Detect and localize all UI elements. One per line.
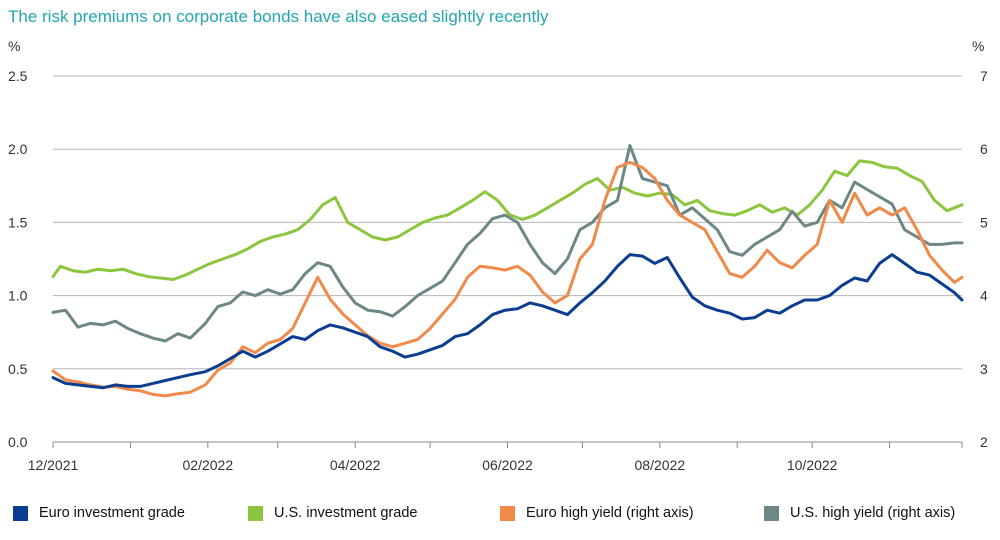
x-tick-label: 10/2022 (787, 457, 838, 473)
legend-swatch (13, 506, 28, 521)
x-tick-label: 02/2022 (183, 457, 234, 473)
legend-item: U.S. high yield (right axis) (764, 505, 955, 521)
legend-swatch (500, 506, 515, 521)
y2-tick-label: 3 (980, 361, 988, 377)
y2-tick-label: 4 (980, 288, 988, 304)
y-tick-label: 1.0 (8, 288, 28, 304)
series-line-euro-high-yield-right-axis (53, 162, 962, 396)
y-tick-label: 1.5 (8, 214, 28, 230)
legend-swatch (248, 506, 263, 521)
line-chart: 0.0 0.5 1.0 1.5 2.0 2.5 2 3 4 5 6 7 12/2021 02/2022 04… (0, 0, 1000, 500)
x-tick-label: 12/2021 (28, 457, 79, 473)
x-tick-label: 08/2022 (635, 457, 686, 473)
legend-item: Euro investment grade (13, 505, 185, 521)
y2-tick-label: 7 (980, 68, 988, 84)
y2-tick-label: 6 (980, 141, 988, 157)
x-tick-label: 06/2022 (482, 457, 533, 473)
y2-tick-label: 2 (980, 434, 988, 450)
y-tick-label: 0.0 (8, 434, 28, 450)
legend-label: U.S. high yield (right axis) (790, 505, 955, 521)
y-tick-label: 2.0 (8, 141, 28, 157)
y2-tick-label: 5 (980, 214, 988, 230)
legend: Euro investment grade U.S. investment gra… (0, 505, 1000, 529)
series-line-u-s-investment-grade (53, 161, 962, 280)
y-tick-label: 2.5 (8, 68, 28, 84)
legend-label: Euro investment grade (39, 505, 185, 521)
x-tick-label: 04/2022 (330, 457, 381, 473)
legend-item: Euro high yield (right axis) (500, 505, 694, 521)
legend-swatch (764, 506, 779, 521)
y-tick-label: 0.5 (8, 361, 28, 377)
legend-item: U.S. investment grade (248, 505, 417, 521)
series-line-u-s-high-yield-right-axis (53, 146, 962, 342)
legend-label: U.S. investment grade (274, 505, 417, 521)
legend-label: Euro high yield (right axis) (526, 505, 694, 521)
